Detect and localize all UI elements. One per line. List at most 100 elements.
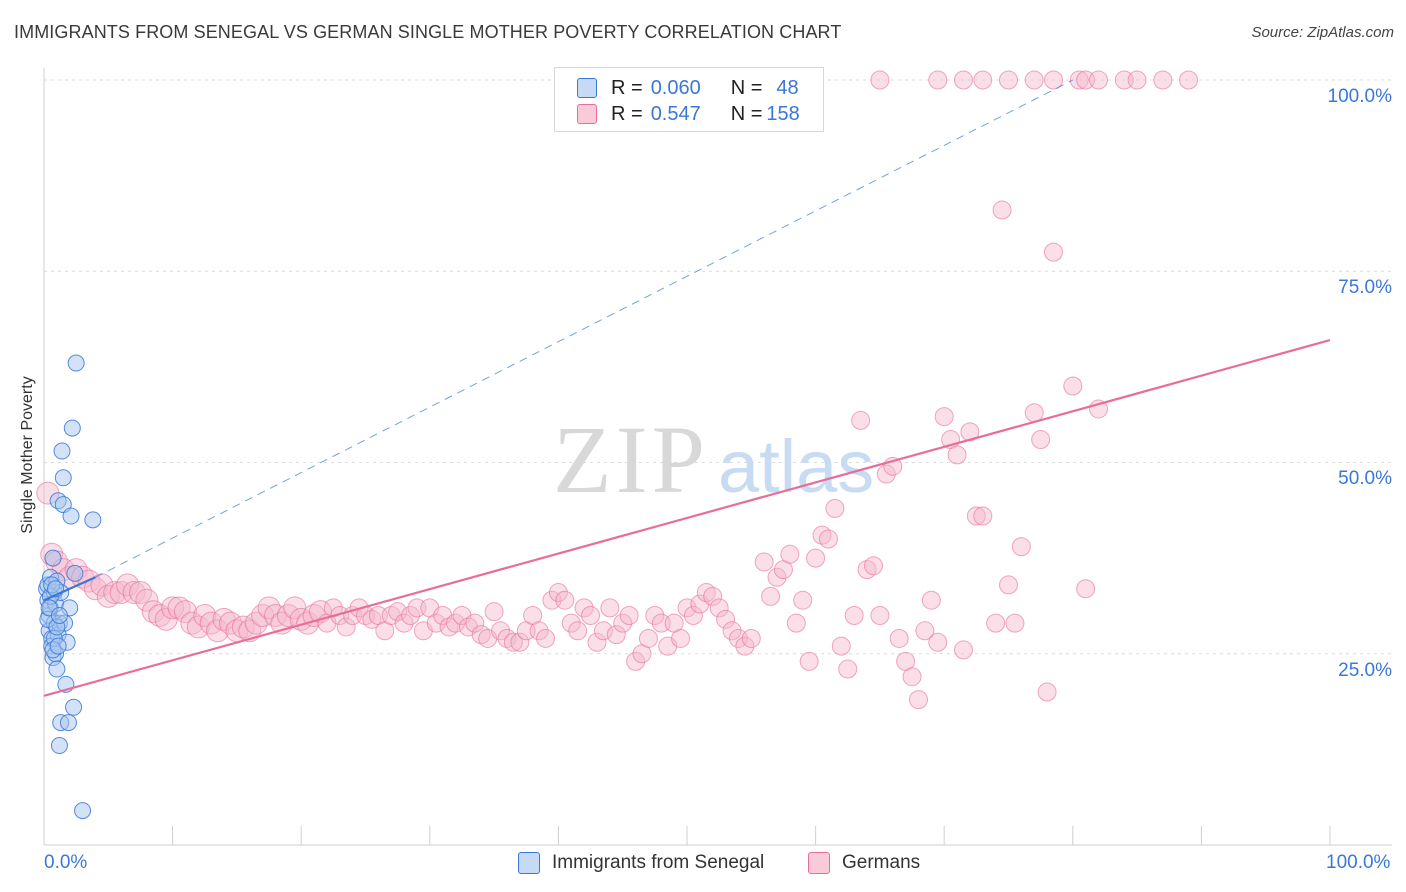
germans-point [999, 70, 1018, 90]
germans-point [135, 588, 159, 612]
x-tick-label-max: 100.0% [1326, 852, 1391, 873]
legend-swatch-senegal [577, 78, 597, 98]
germans-point [336, 617, 356, 637]
germans-point [908, 690, 928, 710]
germans-point [231, 615, 255, 639]
germans-point [1037, 682, 1057, 702]
germans-point [986, 613, 1006, 633]
germans-point [161, 596, 185, 620]
senegal-point [62, 507, 80, 525]
germans-point [536, 628, 556, 648]
germans-point [587, 632, 607, 652]
germans-point [863, 556, 883, 576]
germans-point [844, 606, 864, 625]
series-legend-germans-label: Germans [842, 852, 921, 873]
germans-point [799, 651, 819, 671]
germans-point [999, 575, 1018, 595]
senegal-point [48, 660, 66, 678]
germans-point [960, 422, 980, 442]
germans-point [503, 632, 523, 652]
germans-point [934, 407, 954, 427]
legend-n-label: N = [730, 102, 763, 125]
germans-point [568, 621, 588, 641]
series-legend-senegal: Immigrants from Senegal [518, 852, 764, 874]
germans-point [1024, 70, 1044, 90]
y-tick-label-100: 100.0% [1327, 86, 1392, 107]
germans-point [645, 606, 665, 625]
germans-point [606, 625, 626, 645]
germans-point [1031, 430, 1051, 450]
germans-point [613, 613, 633, 633]
axes [43, 68, 1392, 846]
legend-row-senegal: R = 0.060 N = 48 [577, 75, 799, 101]
germans-point [600, 598, 620, 618]
germans-point [638, 628, 658, 648]
germans-point [1011, 537, 1031, 557]
germans-point [548, 583, 568, 603]
legend-r-label: R = [611, 102, 643, 125]
senegal-point [50, 607, 68, 624]
germans-point [818, 529, 838, 549]
germans-point [709, 598, 729, 618]
germans-point [1089, 70, 1109, 90]
germans-point [928, 632, 948, 652]
germans-point [1044, 242, 1064, 262]
germans-point [677, 598, 697, 618]
germans-point [529, 621, 549, 641]
y-tick-label-75: 75.0% [1338, 277, 1392, 298]
germans-point [199, 611, 223, 635]
y-tick-label-25: 25.0% [1338, 660, 1392, 681]
germans-point [561, 613, 581, 633]
y-tick-label-50: 50.0% [1338, 468, 1392, 489]
germans-point [193, 604, 217, 627]
senegal-point [50, 737, 68, 755]
germans-point [180, 611, 204, 635]
germans-point [1063, 376, 1083, 396]
germans-point [186, 615, 210, 639]
senegal-point [67, 354, 85, 372]
legend-row-germans: R = 0.547 N = 158 [577, 101, 800, 127]
germans-point [1044, 70, 1064, 90]
germans-point [465, 613, 485, 633]
germans-point [825, 498, 845, 518]
senegal-point [84, 511, 102, 529]
germans-point [767, 567, 787, 587]
germans-point [741, 628, 761, 648]
germans-point [555, 590, 575, 610]
germans-point [574, 598, 594, 618]
watermark-zip: ZIP [553, 406, 709, 513]
germans-point [806, 548, 826, 568]
senegal-point [53, 442, 71, 460]
germans-point [173, 600, 197, 624]
germans-point [1179, 70, 1199, 90]
senegal-point [63, 419, 81, 437]
germans-point [876, 464, 896, 484]
germans-point [122, 581, 146, 605]
germans-point [902, 667, 922, 687]
series-legend: Immigrants from Senegal Germans [0, 852, 1406, 878]
legend-n-label: N = [730, 76, 763, 99]
germans-point [484, 602, 504, 622]
germans-point [1069, 70, 1089, 90]
germans-point [921, 590, 941, 610]
germans-point [831, 636, 851, 656]
source-label: Source: ZipAtlas.com [1251, 24, 1394, 41]
senegal-trend-line [43, 576, 96, 602]
germans-point [167, 596, 191, 620]
senegal-trend-line [95, 79, 1074, 578]
germans-trend-line [43, 339, 1331, 697]
germans-point [116, 573, 140, 597]
germans-point [206, 619, 230, 643]
germans-point [838, 659, 858, 679]
germans-point [1127, 70, 1147, 90]
germans-point [722, 621, 742, 641]
x-tick-label-min: 0.0% [44, 852, 88, 873]
germans-point [851, 410, 871, 430]
legend-r-label: R = [611, 76, 643, 99]
germans-point [870, 70, 890, 90]
germans-point [510, 632, 530, 652]
germans-point [1153, 70, 1173, 90]
grid-lines [44, 79, 1392, 655]
germans-point [973, 70, 993, 90]
trend-lines [43, 79, 1331, 697]
